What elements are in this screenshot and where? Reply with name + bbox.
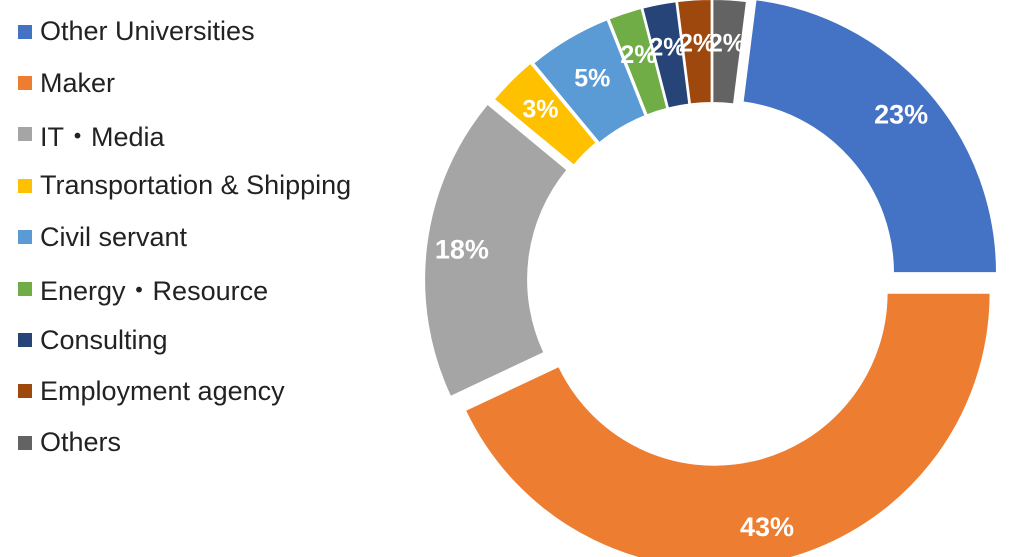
slice-data-label: 3% xyxy=(522,95,558,123)
legend-item: Consulting xyxy=(18,314,351,365)
legend-label: Transportation & Shipping xyxy=(40,170,352,201)
legend-swatch xyxy=(18,333,32,348)
legend-swatch xyxy=(18,230,32,245)
legend-swatch xyxy=(18,435,32,450)
legend-swatch xyxy=(18,281,32,296)
legend-item: Maker xyxy=(18,57,351,108)
legend-item: Others xyxy=(18,417,351,468)
legend-swatch xyxy=(18,76,32,91)
donut-slice xyxy=(492,61,599,168)
slice-data-label: 2% xyxy=(620,41,656,69)
donut-slice xyxy=(741,0,999,275)
legend-label: Other Universities xyxy=(40,16,255,47)
slice-data-label: 2% xyxy=(679,30,715,58)
legend-item: Employment agency xyxy=(18,366,351,417)
donut-slice xyxy=(711,0,749,106)
slice-data-label: 2% xyxy=(649,33,685,61)
legend-item: IT・Media xyxy=(18,109,351,160)
legend-label: Employment agency xyxy=(40,375,285,406)
slice-data-label: 43% xyxy=(740,512,794,542)
legend-swatch xyxy=(18,384,32,399)
legend-label: Others xyxy=(40,427,122,458)
legend-swatch xyxy=(18,127,32,142)
legend-item: Civil servant xyxy=(18,212,351,263)
legend-label: Consulting xyxy=(40,324,168,355)
legend-label: Energy・Resource xyxy=(40,276,269,307)
donut-slice xyxy=(531,17,647,145)
legend-label: Civil servant xyxy=(40,221,188,252)
slice-data-label: 23% xyxy=(874,99,928,129)
chart-legend: Other Universities Maker IT・Media Transport… xyxy=(18,6,351,469)
donut-slice xyxy=(463,291,992,557)
legend-swatch xyxy=(18,24,32,39)
slice-data-label: 2% xyxy=(709,30,745,58)
legend-item: Other Universities xyxy=(18,6,351,57)
legend-item: Energy・Resource xyxy=(18,263,351,314)
legend-label: IT・Media xyxy=(40,121,165,152)
legend-item: Transportation & Shipping xyxy=(18,160,351,211)
donut-slice xyxy=(423,102,569,399)
slice-data-label: 18% xyxy=(435,234,489,264)
slice-data-label: 5% xyxy=(574,65,610,93)
legend-swatch xyxy=(18,178,32,193)
legend-label: Maker xyxy=(40,67,116,98)
